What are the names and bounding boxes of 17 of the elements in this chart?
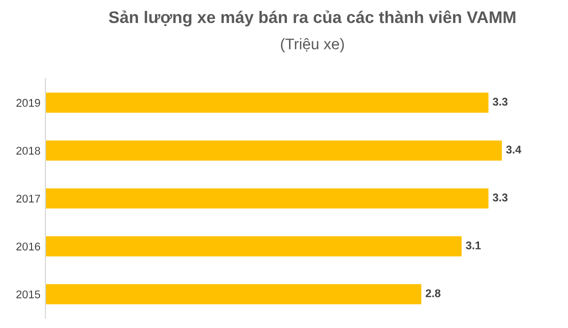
data-label: 3.1	[466, 241, 481, 250]
data-label: 3.3	[492, 98, 508, 106]
bar	[45, 236, 462, 256]
bar	[45, 92, 488, 113]
data-label: 3.3	[492, 194, 508, 202]
bar	[45, 140, 502, 161]
chart-subtitle: (Triệu xe)	[280, 38, 344, 52]
y-tick-label: 2015	[16, 290, 40, 298]
bar	[45, 284, 422, 304]
bar	[45, 188, 488, 208]
data-label: 3.4	[506, 146, 522, 154]
y-tick-label: 2016	[16, 242, 40, 250]
y-tick-label: 2017	[16, 194, 40, 203]
data-label: 2.8	[426, 289, 440, 298]
chart-title: Sản lượng xe máy bán ra của các thành viên VAMM	[108, 10, 516, 26]
y-tick-label: 2018	[16, 146, 40, 155]
y-tick-label: 2019	[16, 98, 40, 107]
